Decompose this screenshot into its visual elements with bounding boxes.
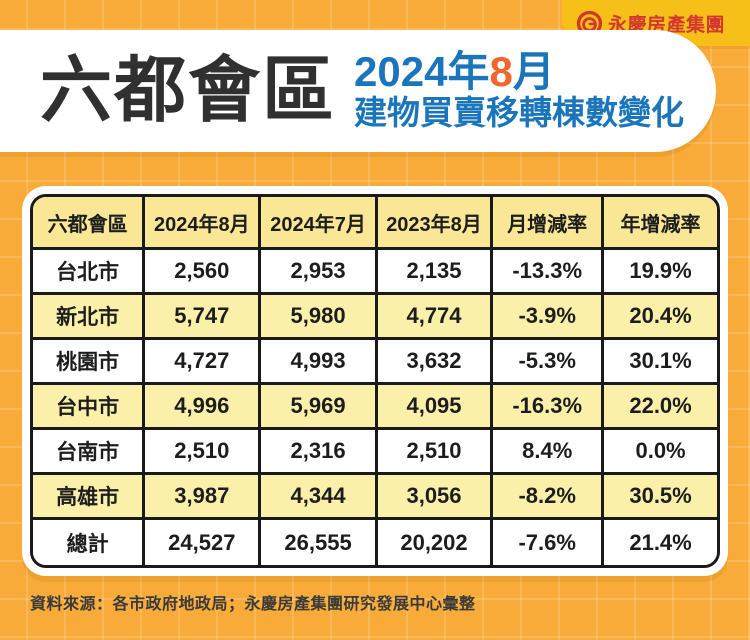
table-cell-mom: -7.6% xyxy=(493,520,605,565)
table-cell-yoy: 21.4% xyxy=(604,520,717,565)
source-note: 資料來源：各市政府地政局；永慶房產集團研究發展中心彙整 xyxy=(30,596,476,613)
column-header-aug2024: 2024年8月 xyxy=(145,197,262,250)
table-cell-mom: -8.2% xyxy=(493,475,605,520)
table-cell-value: 5,969 xyxy=(261,385,378,430)
table-card: 六都會區 2024年8月 2024年7月 2023年8月 月增減率 年增減率 台… xyxy=(22,186,728,576)
subtitle-month-number: 8 xyxy=(489,47,513,95)
table-cell-yoy: 30.1% xyxy=(604,340,717,385)
table-cell-value: 2,560 xyxy=(145,250,262,295)
table-cell-mom: -13.3% xyxy=(493,250,605,295)
table-cell-value: 2,510 xyxy=(377,430,494,475)
subtitle-period: 2024年8月 xyxy=(354,47,684,95)
column-header-aug2023: 2023年8月 xyxy=(377,197,494,250)
table-cell-value: 2,510 xyxy=(145,430,262,475)
table-cell-mom: -16.3% xyxy=(493,385,605,430)
table-cell-city: 新北市 xyxy=(33,295,146,340)
table-cell-city: 桃園市 xyxy=(33,340,146,385)
column-header-jul2024: 2024年7月 xyxy=(261,197,378,250)
column-header-yoy: 年增減率 xyxy=(604,197,717,250)
table-cell-value: 4,344 xyxy=(261,475,378,520)
data-table: 六都會區 2024年8月 2024年7月 2023年8月 月增減率 年增減率 台… xyxy=(30,194,720,568)
table-cell-value: 3,987 xyxy=(145,475,262,520)
table-cell-value: 5,980 xyxy=(261,295,378,340)
table-cell-yoy: 19.9% xyxy=(604,250,717,295)
table-cell-value: 4,095 xyxy=(377,385,494,430)
table-cell-value: 2,953 xyxy=(261,250,378,295)
table-cell-mom: -3.9% xyxy=(493,295,605,340)
title-band: 六都會區 2024年8月 建物買賣移轉棟數變化 xyxy=(0,30,716,152)
page-title: 六都會區 xyxy=(40,51,337,131)
table-cell-value: 24,527 xyxy=(145,520,262,565)
table-cell-city: 台南市 xyxy=(33,430,146,475)
table-cell-yoy: 0.0% xyxy=(604,430,717,475)
table-cell-value: 3,056 xyxy=(377,475,494,520)
table-cell-yoy: 30.5% xyxy=(604,475,717,520)
table-cell-city: 高雄市 xyxy=(33,475,146,520)
table-cell-value: 4,774 xyxy=(377,295,494,340)
table-cell-value: 26,555 xyxy=(261,520,378,565)
subtitle-description: 建物買賣移轉棟數變化 xyxy=(354,94,685,132)
table-cell-value: 4,727 xyxy=(145,340,262,385)
table-cell-yoy: 20.4% xyxy=(604,295,717,340)
table-cell-value: 4,996 xyxy=(145,385,262,430)
page-subtitle: 2024年8月 建物買賣移轉棟數變化 xyxy=(354,47,685,132)
table-cell-value: 2,135 xyxy=(377,250,494,295)
column-header-region: 六都會區 xyxy=(33,197,146,250)
subtitle-month-suffix: 月 xyxy=(512,47,555,95)
table-cell-mom: -5.3% xyxy=(493,340,605,385)
table-cell-yoy: 22.0% xyxy=(604,385,717,430)
table-cell-value: 20,202 xyxy=(377,520,494,565)
table-cell-value: 5,747 xyxy=(145,295,262,340)
table-cell-value: 2,316 xyxy=(261,430,378,475)
table-cell-total-label: 總計 xyxy=(33,520,146,565)
table-cell-city: 台中市 xyxy=(33,385,146,430)
table-cell-value: 4,993 xyxy=(261,340,378,385)
subtitle-year: 2024年 xyxy=(354,47,490,95)
table-cell-mom: 8.4% xyxy=(493,430,605,475)
table-cell-city: 台北市 xyxy=(33,250,146,295)
column-header-mom: 月增減率 xyxy=(493,197,605,250)
table-cell-value: 3,632 xyxy=(377,340,494,385)
